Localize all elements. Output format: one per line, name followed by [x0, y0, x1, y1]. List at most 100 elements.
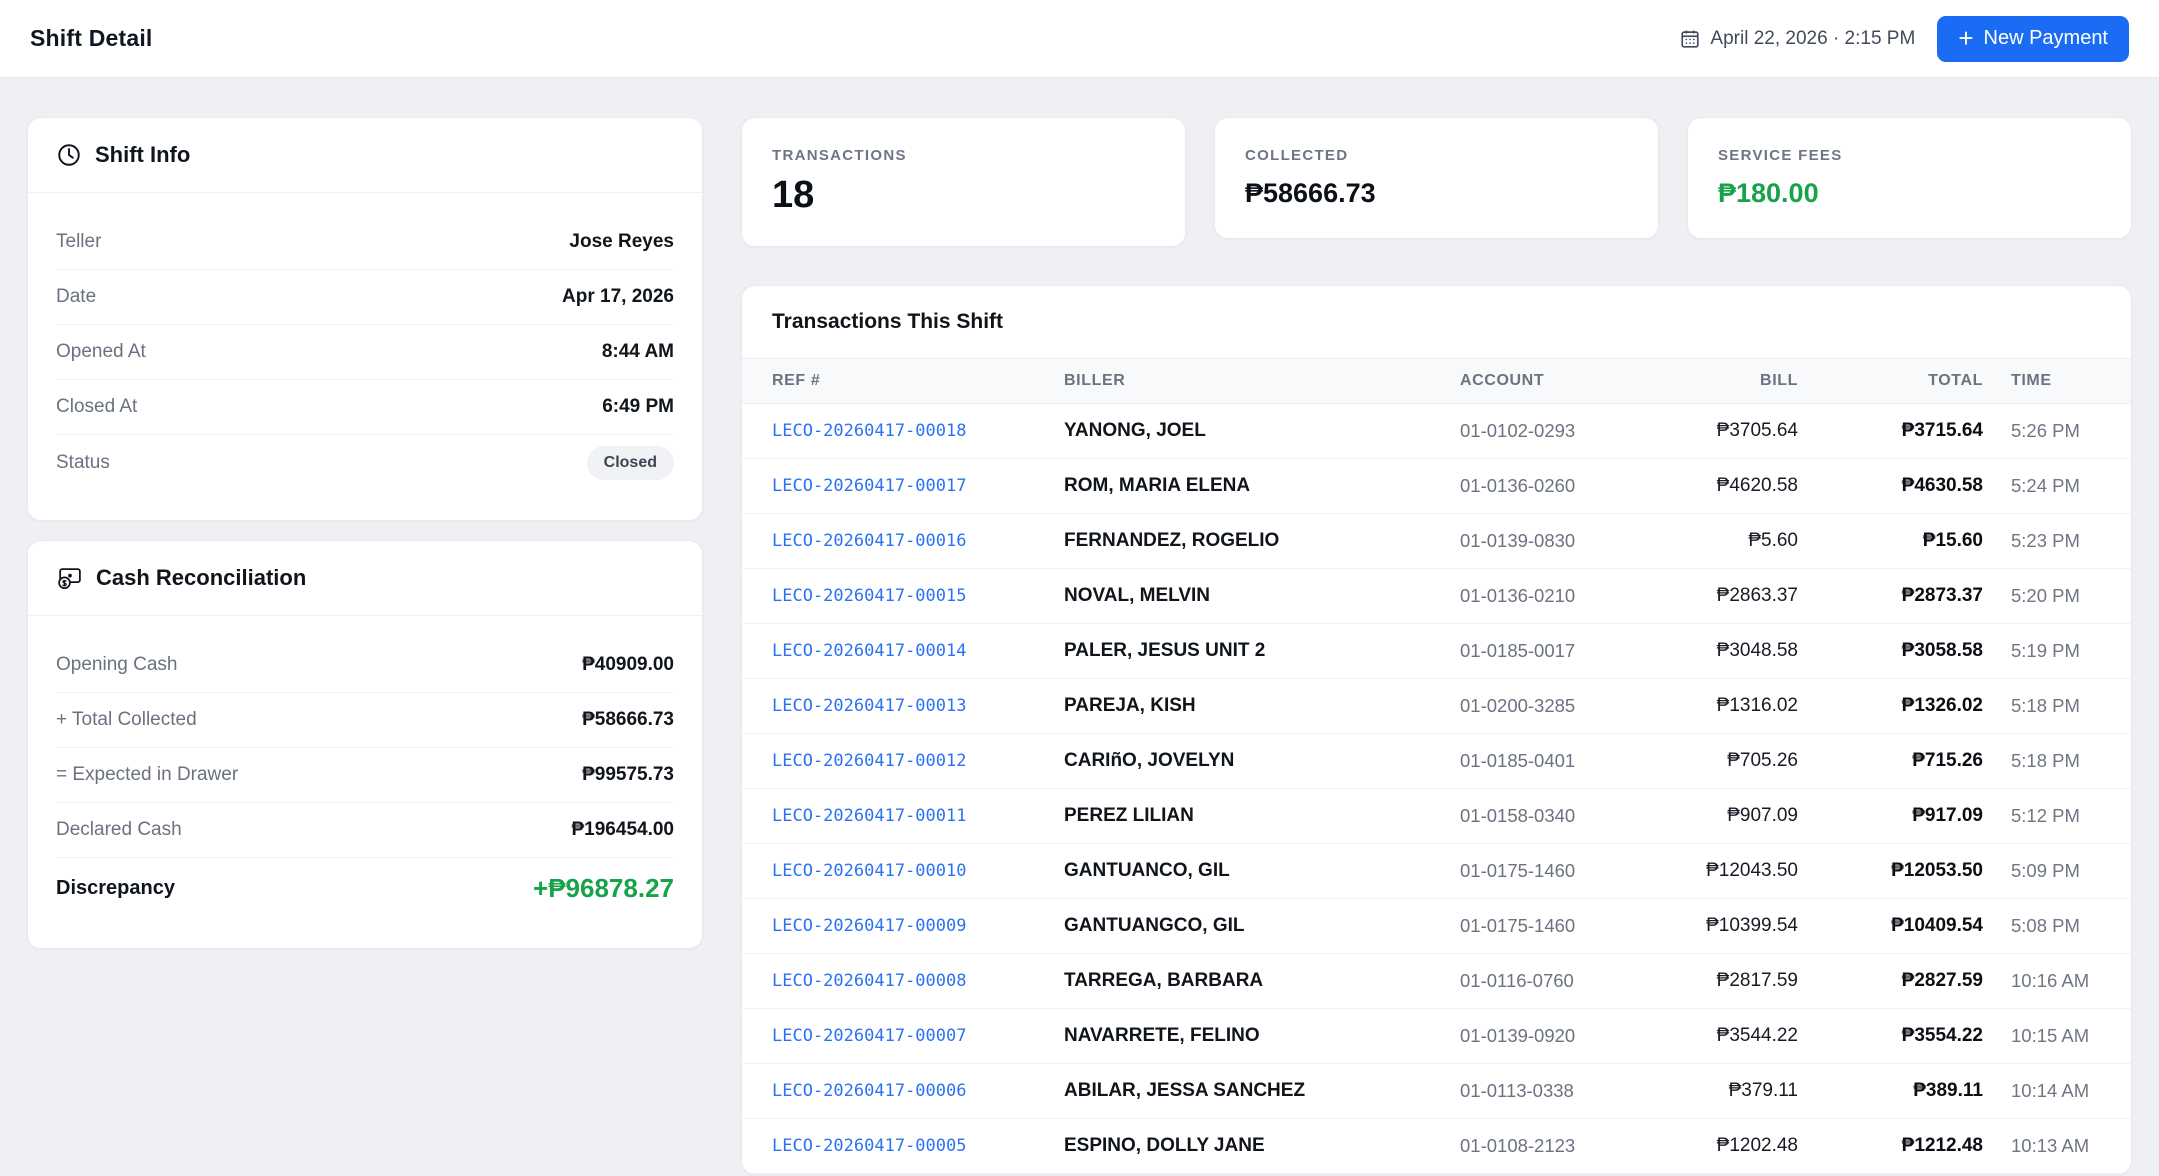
biller-name: FERNANDEZ, ROGELIO [1064, 530, 1280, 551]
info-row-status: Status Closed [56, 435, 674, 490]
col-header-total: TOTAL [1928, 372, 1983, 389]
biller-name: PALER, JESUS UNIT 2 [1064, 640, 1266, 661]
ref-link[interactable]: LECO-20260417-00012 [772, 751, 967, 771]
ref-link[interactable]: LECO-20260417-00016 [772, 531, 967, 551]
ref-link[interactable]: LECO-20260417-00005 [772, 1136, 967, 1156]
calendar-icon [1679, 28, 1701, 50]
ref-link[interactable]: LECO-20260417-00018 [772, 421, 967, 441]
info-row-date: Date Apr 17, 2026 [56, 270, 674, 325]
clock-icon [56, 142, 82, 168]
shift-info-card: Shift Info Teller Jose Reyes Date Apr 17… [27, 117, 703, 521]
status-label: Status [56, 451, 110, 473]
account-number: 01-0139-0830 [1460, 530, 1576, 551]
left-column: Shift Info Teller Jose Reyes Date Apr 17… [27, 117, 703, 1175]
col-header-biller: BILLER [1064, 372, 1126, 389]
new-payment-label: New Payment [1983, 27, 2109, 49]
ref-link[interactable]: LECO-20260417-00014 [772, 641, 967, 661]
biller-name: GANTUANCO, GIL [1064, 860, 1230, 881]
total-amount: ₱2873.37 [1901, 585, 1983, 606]
top-bar: Shift Detail April 22, 2026 · 2:15 PM [0, 0, 2159, 78]
table-row: LECO-20260417-00017 ROM, MARIA ELENA 01-… [742, 459, 2131, 514]
teller-label: Teller [56, 231, 102, 252]
ref-link[interactable]: LECO-20260417-00017 [772, 476, 967, 496]
info-row-declared-cash: Declared Cash ₱196454.00 [56, 803, 674, 858]
table-row: LECO-20260417-00008 TARREGA, BARBARA 01-… [742, 954, 2131, 1009]
opened-at-value: 8:44 AM [601, 341, 674, 362]
ref-link[interactable]: LECO-20260417-00015 [772, 586, 967, 606]
bill-amount: ₱1316.02 [1716, 695, 1798, 716]
bill-amount: ₱3705.64 [1716, 420, 1798, 441]
bill-amount: ₱2863.37 [1716, 585, 1798, 606]
new-payment-button[interactable]: + New Payment [1937, 15, 2129, 62]
opening-cash-label: Opening Cash [56, 654, 178, 675]
opening-cash-value: ₱40909.00 [582, 654, 674, 675]
ref-link[interactable]: LECO-20260417-00010 [772, 861, 967, 881]
time-value: 5:18 PM [2011, 695, 2080, 716]
ref-link[interactable]: LECO-20260417-00013 [772, 696, 967, 716]
info-row-closed-at: Closed At 6:49 PM [56, 380, 674, 435]
total-amount: ₱715.26 [1912, 750, 1983, 771]
col-header-time: TIME [2011, 372, 2052, 389]
biller-name: NOVAL, MELVIN [1064, 585, 1211, 606]
col-header-ref: REF # [772, 372, 821, 389]
total-amount: ₱2827.59 [1901, 970, 1983, 991]
account-number: 01-0102-0293 [1460, 420, 1576, 441]
opened-at-label: Opened At [56, 341, 146, 362]
time-value: 5:12 PM [2011, 805, 2080, 826]
time-value: 5:08 PM [2011, 915, 2080, 936]
time-value: 5:09 PM [2011, 860, 2080, 881]
expected-in-drawer-value: ₱99575.73 [582, 764, 674, 785]
time-value: 10:13 AM [2011, 1135, 2090, 1156]
ref-link[interactable]: LECO-20260417-00008 [772, 971, 967, 991]
total-collected-value: ₱58666.73 [582, 709, 674, 730]
bill-amount: ₱2817.59 [1716, 970, 1798, 991]
info-row-opening-cash: Opening Cash ₱40909.00 [56, 638, 674, 693]
table-body: LECO-20260417-00018 YANONG, JOEL 01-0102… [742, 404, 2131, 1174]
current-datetime: April 22, 2026 · 2:15 PM [1679, 28, 1915, 50]
declared-cash-label: Declared Cash [56, 819, 182, 840]
stat-card-service-fees: SERVICE FEES ₱180.00 [1687, 117, 2132, 239]
transactions-table-card: Transactions This Shift REF # BILLER ACC… [741, 285, 2132, 1175]
closed-at-value: 6:49 PM [602, 396, 674, 417]
bill-amount: ₱4620.58 [1716, 475, 1798, 496]
bill-amount: ₱379.11 [1728, 1080, 1798, 1101]
biller-name: YANONG, JOEL [1064, 420, 1206, 441]
account-number: 01-0175-1460 [1460, 915, 1576, 936]
right-column: TRANSACTIONS 18 COLLECTED ₱58666.73 SERV… [741, 117, 2132, 1175]
stats-row: TRANSACTIONS 18 COLLECTED ₱58666.73 SERV… [741, 117, 2132, 247]
transactions-stat-label: TRANSACTIONS [772, 147, 907, 164]
total-collected-label: + Total Collected [56, 709, 197, 730]
service-fees-stat-value: ₱180.00 [1718, 178, 1819, 208]
biller-name: ROM, MARIA ELENA [1064, 475, 1251, 496]
ref-link[interactable]: LECO-20260417-00009 [772, 916, 967, 936]
bill-amount: ₱10399.54 [1706, 915, 1798, 936]
biller-name: TARREGA, BARBARA [1064, 970, 1264, 991]
total-amount: ₱1212.48 [1901, 1135, 1983, 1156]
time-value: 5:24 PM [2011, 475, 2080, 496]
total-amount: ₱4630.58 [1901, 475, 1983, 496]
total-amount: ₱3554.22 [1901, 1025, 1983, 1046]
bill-amount: ₱3048.58 [1716, 640, 1798, 661]
col-header-bill: BILL [1760, 372, 1798, 389]
table-row: LECO-20260417-00009 GANTUANGCO, GIL 01-0… [742, 899, 2131, 954]
ref-link[interactable]: LECO-20260417-00006 [772, 1081, 967, 1101]
transactions-stat-value: 18 [772, 174, 815, 216]
table-row: LECO-20260417-00010 GANTUANCO, GIL 01-01… [742, 844, 2131, 899]
total-amount: ₱12053.50 [1891, 860, 1983, 881]
money-bill-icon [56, 565, 83, 591]
closed-at-label: Closed At [56, 396, 138, 417]
info-row-teller: Teller Jose Reyes [56, 215, 674, 270]
info-row-opened-at: Opened At 8:44 AM [56, 325, 674, 380]
account-number: 01-0200-3285 [1460, 695, 1576, 716]
account-number: 01-0136-0210 [1460, 585, 1576, 606]
ref-link[interactable]: LECO-20260417-00011 [772, 806, 967, 826]
ref-link[interactable]: LECO-20260417-00007 [772, 1026, 967, 1046]
cash-reconciliation-card: Cash Reconciliation Opening Cash ₱40909.… [27, 540, 703, 949]
table-row: LECO-20260417-00012 CARIñO, JOVELYN 01-0… [742, 734, 2131, 789]
info-row-total-collected: + Total Collected ₱58666.73 [56, 693, 674, 748]
page-title: Shift Detail [30, 25, 153, 51]
main-content: Shift Info Teller Jose Reyes Date Apr 17… [0, 78, 2159, 1175]
account-number: 01-0108-2123 [1460, 1135, 1576, 1156]
account-number: 01-0116-0760 [1460, 970, 1574, 991]
discrepancy-label: Discrepancy [56, 876, 175, 899]
